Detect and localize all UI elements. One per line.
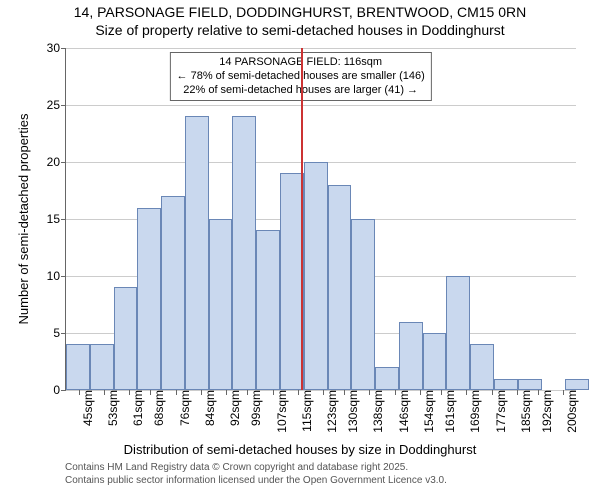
credits-line-1: Contains HM Land Registry data © Crown c… [65, 462, 447, 475]
histogram-bar [328, 185, 352, 390]
histogram-bar [114, 287, 138, 390]
xtick-label: 45sqm [79, 390, 95, 426]
histogram-bar [304, 162, 328, 390]
histogram-bar [518, 379, 542, 390]
histogram-bar [185, 116, 209, 390]
histogram-bar [565, 379, 589, 390]
chart-credits: Contains HM Land Registry data © Crown c… [65, 462, 447, 487]
histogram-bar [137, 208, 161, 390]
xtick-label: 115sqm [298, 390, 314, 432]
histogram-bar [470, 344, 494, 390]
xtick-label: 53sqm [104, 390, 120, 426]
ytick-label: 0 [53, 383, 66, 397]
ytick-label: 25 [47, 98, 66, 112]
xtick-label: 177sqm [492, 390, 508, 433]
chart-title-desc: Size of property relative to semi-detach… [0, 22, 600, 40]
xtick-label: 138sqm [369, 390, 385, 433]
xtick-label: 107sqm [273, 390, 289, 433]
ytick-label: 15 [47, 212, 66, 226]
xtick-label: 68sqm [150, 390, 166, 426]
histogram-bar [90, 344, 114, 390]
gridline-h [66, 105, 576, 106]
ytick-label: 5 [53, 326, 66, 340]
histogram-bar [161, 196, 185, 390]
credits-line-2: Contains public sector information licen… [65, 475, 447, 488]
histogram-bar [494, 379, 518, 390]
x-axis-label: Distribution of semi-detached houses by … [0, 442, 600, 457]
histogram-bar [446, 276, 470, 390]
xtick-label: 76sqm [176, 390, 192, 426]
xtick-label: 200sqm [563, 390, 579, 433]
gridline-h [66, 48, 576, 49]
xtick-label: 185sqm [517, 390, 533, 433]
histogram-bar [232, 116, 256, 390]
chart-title-block: 14, PARSONAGE FIELD, DODDINGHURST, BRENT… [0, 4, 600, 39]
ytick-label: 20 [47, 155, 66, 169]
histogram-bar [375, 367, 399, 390]
subject-property-line [301, 48, 303, 390]
xtick-label: 92sqm [226, 390, 242, 426]
xtick-label: 146sqm [395, 390, 411, 433]
property-size-chart: 14, PARSONAGE FIELD, DODDINGHURST, BRENT… [0, 0, 600, 500]
ytick-label: 10 [47, 269, 66, 283]
xtick-label: 84sqm [201, 390, 217, 426]
histogram-bar [351, 219, 375, 390]
xtick-label: 192sqm [538, 390, 554, 433]
histogram-bar [399, 322, 423, 390]
xtick-label: 154sqm [420, 390, 436, 433]
histogram-bar [256, 230, 280, 390]
xtick-label: 161sqm [441, 390, 457, 433]
histogram-bar [423, 333, 447, 390]
histogram-bar [209, 219, 233, 390]
xtick-label: 99sqm [247, 390, 263, 426]
xtick-label: 123sqm [323, 390, 339, 433]
ytick-label: 30 [47, 41, 66, 55]
xtick-label: 61sqm [129, 390, 145, 426]
chart-title-address: 14, PARSONAGE FIELD, DODDINGHURST, BRENT… [0, 4, 600, 22]
xtick-label: 130sqm [344, 390, 360, 433]
y-axis-label: Number of semi-detached properties [16, 114, 31, 325]
histogram-bar [66, 344, 90, 390]
chart-plot-area: 14 PARSONAGE FIELD: 116sqm ← 78% of semi… [65, 48, 576, 391]
xtick-label: 169sqm [466, 390, 482, 433]
